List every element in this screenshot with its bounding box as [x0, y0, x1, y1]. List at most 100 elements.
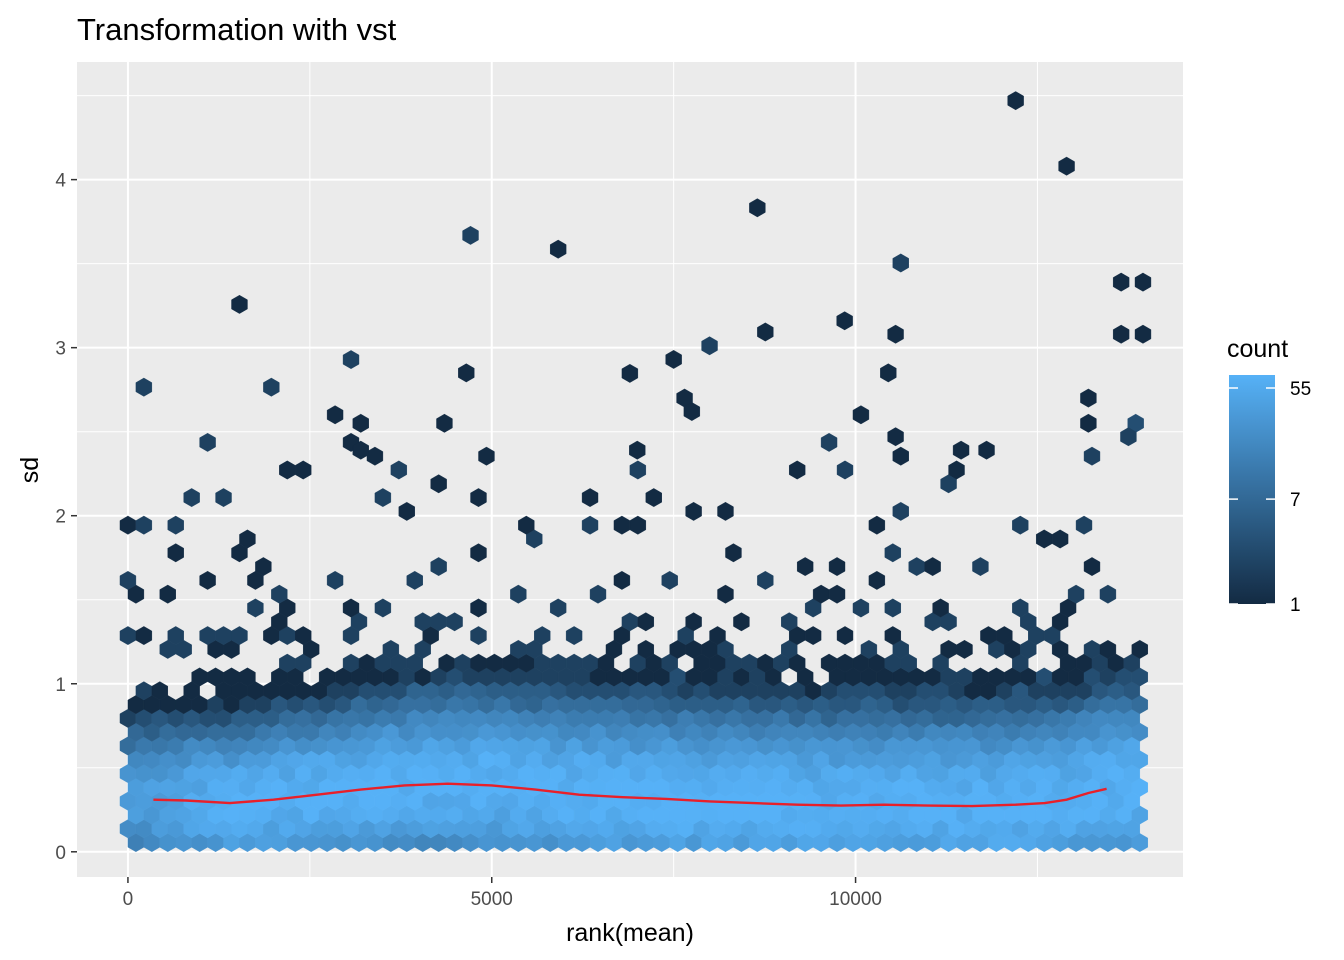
hex-bin — [613, 570, 631, 590]
hex-bin-outlier — [978, 440, 995, 460]
hex-bin-outlier — [1120, 427, 1137, 447]
hex-bin — [685, 501, 702, 521]
hex-bin — [382, 639, 400, 659]
legend-label: 1 — [1290, 595, 1301, 616]
hex-bin — [271, 584, 288, 604]
x-tick-label: 0 — [123, 889, 134, 910]
hex-bin — [1075, 515, 1093, 535]
hex-bin — [239, 667, 256, 687]
hex-bin — [199, 570, 216, 590]
hex-bin — [183, 488, 200, 508]
hex-bin — [430, 557, 447, 577]
hex-bin — [645, 488, 662, 508]
hex-bin — [470, 626, 487, 646]
hex-bin — [972, 557, 989, 577]
hex-bin — [804, 626, 822, 646]
hex-bin — [470, 543, 487, 563]
hex-bin-outlier — [1112, 324, 1130, 344]
hex-bin — [366, 446, 384, 466]
hex-bin — [374, 598, 392, 618]
hex-bin — [884, 626, 901, 646]
hex-bin — [1012, 598, 1029, 618]
hex-bin — [398, 501, 415, 521]
hex-bin-outlier — [836, 311, 853, 331]
hex-bin — [892, 501, 909, 521]
hex-bin — [1131, 639, 1148, 659]
hex-bin — [1051, 529, 1069, 549]
hex-bin — [733, 612, 750, 632]
hex-bin — [868, 570, 886, 590]
hex-bin-outlier — [887, 324, 904, 344]
y-tick-label: 3 — [55, 339, 66, 360]
hex-bin — [231, 626, 248, 646]
hex-bin — [581, 515, 599, 535]
hex-bin — [151, 681, 168, 701]
hex-bin-outlier — [458, 363, 475, 383]
y-tick-label: 0 — [55, 843, 66, 864]
hex-bin — [701, 336, 718, 356]
hex-bin — [565, 626, 583, 646]
hex-bin-outlier — [1134, 272, 1152, 292]
hex-bin — [629, 460, 647, 480]
y-axis: 0 1 2 3 4 — [55, 171, 77, 864]
hex-bin — [510, 584, 527, 604]
hex-bin — [295, 460, 312, 480]
hex-bin — [820, 432, 838, 452]
legend-ticks: 55 7 1 — [1229, 379, 1311, 616]
legend-title: count — [1227, 335, 1288, 363]
hex-bin — [1083, 446, 1101, 466]
hex-bin — [956, 639, 973, 659]
hex-bin — [884, 598, 901, 618]
hex-bin-outlier — [887, 427, 904, 447]
hex-bin — [135, 626, 153, 646]
legend-colorbar — [1229, 375, 1275, 604]
hex-bin — [1083, 557, 1101, 577]
hex-bin — [518, 515, 535, 535]
hex-bin — [661, 570, 678, 590]
x-axis-label: rank(mean) — [566, 919, 694, 947]
hex-bin-outlier — [880, 363, 897, 383]
hex-bin — [167, 626, 184, 646]
hex-bin — [534, 626, 551, 646]
trend-line — [153, 782, 1107, 808]
hex-bin — [199, 432, 216, 452]
legend: count 55 7 1 — [1227, 335, 1311, 616]
hex-bin — [1067, 584, 1085, 604]
hex-bin — [135, 515, 153, 535]
hex-bin — [239, 529, 256, 549]
hex-bin — [295, 626, 312, 646]
hex-bin — [868, 515, 886, 535]
hex-bin — [781, 612, 798, 632]
hex-bin-outlier — [352, 440, 369, 460]
hex-bin — [757, 570, 774, 590]
hex-bin — [1099, 639, 1117, 659]
hex-bin-outlier — [1080, 388, 1097, 408]
hex-bin — [789, 460, 806, 480]
hex-bin — [1012, 515, 1029, 535]
hex-bin — [342, 350, 360, 370]
hex-bin — [924, 557, 941, 577]
plot-panel — [77, 62, 1183, 877]
hex-bin — [478, 446, 495, 466]
hex-bin — [550, 239, 567, 259]
hex-bin — [119, 570, 137, 590]
legend-label: 55 — [1290, 379, 1311, 400]
hex-bin — [406, 570, 423, 590]
hex-bin — [836, 626, 854, 646]
hex-bin — [948, 460, 965, 480]
hex-bin — [581, 488, 599, 508]
legend-label: 7 — [1290, 490, 1301, 511]
hex-bin-outlier — [1112, 272, 1130, 292]
hex-bin — [589, 584, 607, 604]
hex-bin — [836, 460, 854, 480]
hex-bin — [550, 598, 567, 618]
hex-bin — [470, 598, 487, 618]
y-tick-label: 4 — [55, 171, 66, 192]
y-tick-label: 2 — [55, 507, 66, 528]
y-axis-label: sd — [16, 457, 44, 483]
hex-bin — [709, 626, 726, 646]
hex-bin — [167, 543, 184, 563]
hex-bin-outlier — [665, 349, 682, 369]
hex-bin — [342, 598, 360, 618]
